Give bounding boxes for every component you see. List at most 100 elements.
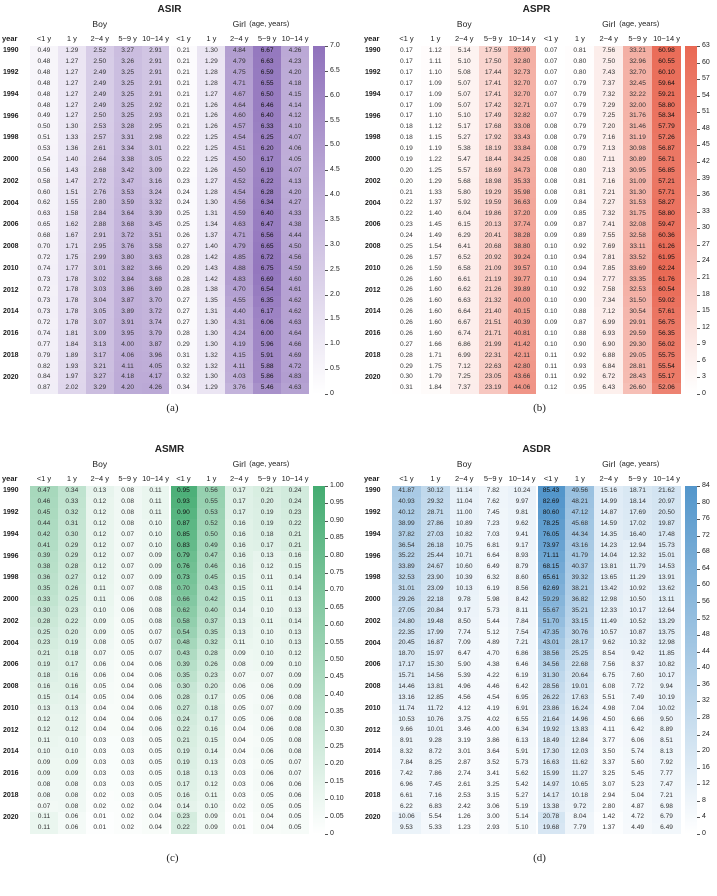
- year-label: 1998: [3, 574, 19, 582]
- heatmap-cell: 7.55: [594, 230, 624, 242]
- heatmap-cell: 20.92: [478, 252, 508, 264]
- heatmap-cell: 0.48: [30, 67, 58, 79]
- heatmap-cell: 3.68: [141, 274, 170, 286]
- heatmap-cell: 0.09: [536, 317, 566, 329]
- heatmap-cell: 56.87: [652, 143, 681, 155]
- heatmap-cell: 0.13: [281, 638, 309, 650]
- heatmap-cell: 0.27: [169, 296, 198, 307]
- heatmap-cell: 9.78: [449, 594, 479, 606]
- heatmap-cell: 0.10: [536, 263, 566, 275]
- heatmap-cell: 6.47: [449, 649, 479, 660]
- heatmap-cell: 0.05: [141, 779, 170, 791]
- heatmap-cell: 0.06: [141, 703, 170, 715]
- heatmap-cell: 0.12: [30, 714, 58, 726]
- heatmap-cell: 37.82: [392, 529, 421, 541]
- heatmap-cell: 35.22: [392, 551, 421, 563]
- heatmap-cell: 0.28: [392, 350, 421, 362]
- heatmap-cell: 1.28: [197, 187, 226, 199]
- heatmap-cell: 13.91: [652, 573, 681, 584]
- heatmap-cell: 52.06: [652, 383, 681, 394]
- heatmap-cell: 17.17: [392, 660, 421, 671]
- age-unit-label: (age, years): [249, 459, 290, 468]
- colorbar-tick-mark: [325, 486, 328, 487]
- heatmap-cell: 4.60: [225, 111, 254, 123]
- heatmap-cell: 17.59: [478, 46, 508, 57]
- heatmap-cell: 2.93: [141, 111, 170, 123]
- heatmap-cell: 0.05: [141, 757, 170, 769]
- heatmap-cell: 0.08: [30, 790, 58, 802]
- heatmap-cell: 7.25: [449, 372, 479, 384]
- colorbar-tick-label: 6.0: [330, 91, 340, 99]
- heatmap-cell: 32.70: [507, 78, 537, 90]
- year-label: 2012: [365, 726, 381, 734]
- heatmap-cell: 0.26: [392, 274, 421, 286]
- heatmap-cell: 0.08: [113, 507, 142, 519]
- heatmap-cell: 0.12: [253, 562, 282, 573]
- heatmap-cell: 7.62: [478, 496, 508, 508]
- heatmap-cell: 0.34: [57, 486, 86, 497]
- year-label: 1994: [365, 90, 381, 98]
- heatmap-cell: 60.10: [652, 67, 681, 79]
- heatmap-cell: 4.96: [449, 681, 479, 693]
- heatmap-cell: 0.08: [141, 605, 170, 617]
- heatmap-cell: 15.01: [652, 551, 681, 563]
- heatmap-cell: 1.81: [57, 328, 86, 340]
- heatmap-cell: 0.14: [57, 692, 86, 704]
- heatmap-cell: 4.20: [281, 67, 309, 79]
- heatmap-cell: 10.65: [565, 779, 595, 791]
- heatmap-cell: 3.25: [113, 67, 142, 79]
- heatmap-cell: 0.95: [565, 383, 595, 394]
- heatmap-cell: 0.74: [30, 328, 58, 340]
- heatmap-cell: 0.04: [141, 812, 170, 824]
- heatmap-cell: 5.54: [420, 812, 450, 824]
- heatmap-cell: 0.73: [169, 573, 198, 584]
- heatmap-cell: 0.11: [30, 812, 58, 824]
- heatmap-cell: 1.27: [57, 89, 86, 101]
- heatmap-cell: 5.86: [253, 372, 282, 384]
- heatmap-cell: 10.02: [652, 703, 681, 715]
- heatmap-cell: 6.22: [392, 801, 421, 813]
- colorbar-tick-label: 54: [702, 91, 710, 99]
- heatmap-cell: 1.22: [420, 154, 450, 166]
- heatmap-cell: 1.75: [57, 252, 86, 264]
- heatmap-cell: 3.75: [449, 714, 479, 726]
- heatmap-cell: 0.79: [565, 111, 595, 123]
- colorbar-tick-mark: [325, 269, 328, 271]
- heatmap-cell: 5.10: [449, 111, 479, 123]
- heatmap-cell: 0.10: [536, 339, 566, 351]
- heatmap-cell: 5.10: [507, 823, 537, 834]
- heatmap-cell: 3.01: [85, 263, 114, 275]
- colorbar-tick-label: 44: [702, 647, 710, 655]
- heatmap-cell: 21.64: [536, 714, 566, 726]
- heatmap-cell: 0.11: [141, 486, 170, 497]
- heatmap-cell: 2.95: [85, 241, 114, 253]
- heatmap-cell: 8.13: [652, 747, 681, 758]
- heatmap-cell: 0.43: [169, 649, 198, 660]
- heatmap-cell: 6.04: [449, 209, 479, 220]
- heatmap-cell: 10.19: [652, 692, 681, 704]
- heatmap-cell: 0.28: [169, 285, 198, 297]
- heatmap-cell: 3.00: [478, 812, 508, 824]
- heatmap-cell: 0.85: [565, 209, 595, 220]
- colorbar-tick-mark: [325, 660, 328, 661]
- heatmap-cell: 0.06: [281, 790, 309, 802]
- heatmap-cell: 0.42: [197, 594, 226, 606]
- heatmap-cell: 11.29: [623, 573, 653, 584]
- heatmap-cell: 4.31: [225, 317, 254, 329]
- heatmap-cell: 0.09: [141, 573, 170, 584]
- heatmap-cell: 14.46: [392, 681, 421, 693]
- heatmap-cell: 0.11: [536, 361, 566, 373]
- heatmap-cell: 23.05: [478, 372, 508, 384]
- heatmap-cell: 0.84: [565, 198, 595, 210]
- heatmap-cell: 0.19: [253, 507, 282, 519]
- heatmap-cell: 0.48: [30, 56, 58, 68]
- colorbar-tick-mark: [697, 817, 700, 819]
- heatmap-cell: 15.71: [392, 670, 421, 682]
- heatmap-cell: 6.81: [478, 540, 508, 552]
- colorbar-tick-mark: [325, 538, 328, 540]
- heatmap-cell: 12.84: [565, 736, 595, 747]
- heatmap-cell: 4.22: [478, 670, 508, 682]
- colorbar-tick-mark: [697, 718, 700, 719]
- heatmap-cell: 2.57: [85, 133, 114, 144]
- heatmap-cell: 4.50: [281, 241, 309, 253]
